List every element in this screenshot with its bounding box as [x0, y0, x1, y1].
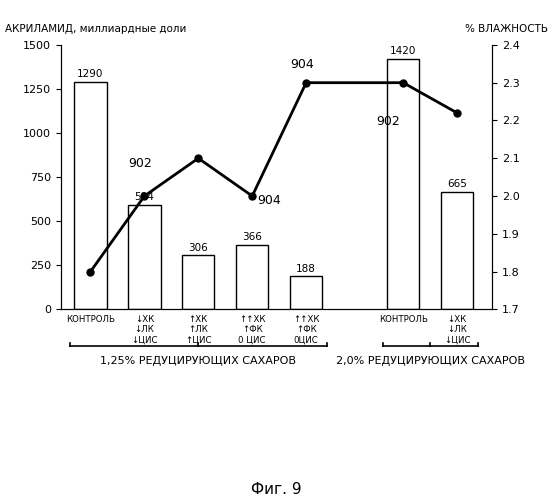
Text: 366: 366	[242, 232, 262, 242]
Bar	[128, 205, 160, 309]
Text: Фиг. 9: Фиг. 9	[251, 482, 302, 497]
Text: 594: 594	[134, 192, 154, 202]
Text: 2,0% РЕДУЦИРУЮЩИХ САХАРОВ: 2,0% РЕДУЦИРУЮЩИХ САХАРОВ	[336, 356, 525, 366]
Text: 904: 904	[290, 58, 314, 71]
Text: 902: 902	[376, 115, 400, 128]
Bar	[182, 255, 215, 309]
Text: 306: 306	[189, 243, 208, 253]
Text: 1,25% РЕДУЦИРУЮЩИХ САХАРОВ: 1,25% РЕДУЦИРУЮЩИХ САХАРОВ	[100, 356, 296, 366]
Bar	[74, 82, 107, 309]
Bar	[387, 59, 419, 309]
Bar	[441, 192, 473, 309]
Text: 1290: 1290	[77, 69, 103, 79]
Text: АКРИЛАМИД, миллиардные доли: АКРИЛАМИД, миллиардные доли	[5, 24, 186, 34]
Bar	[290, 276, 322, 309]
Bar	[236, 245, 268, 309]
Text: % ВЛАЖНОСТЬ: % ВЛАЖНОСТЬ	[465, 24, 548, 34]
Text: 188: 188	[296, 263, 316, 273]
Text: 665: 665	[447, 180, 467, 190]
Text: 1420: 1420	[390, 46, 416, 56]
Text: 904: 904	[258, 195, 281, 208]
Text: 902: 902	[128, 157, 152, 170]
